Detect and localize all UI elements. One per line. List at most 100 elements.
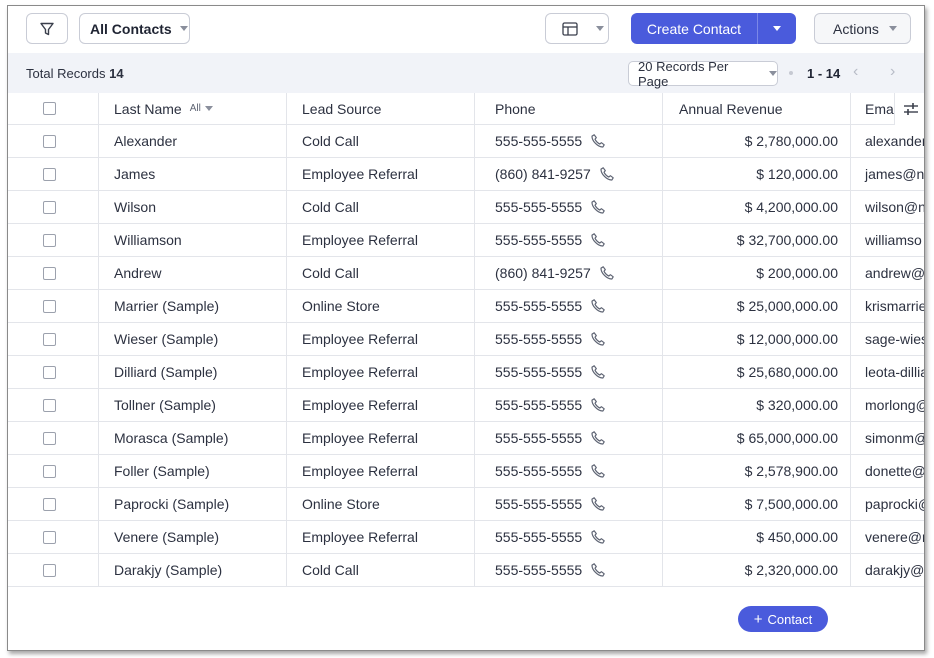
layout-button[interactable] xyxy=(545,13,609,44)
email-cell[interactable]: alexander xyxy=(851,125,924,157)
last-name-cell[interactable]: Williamson xyxy=(99,224,287,256)
email-cell[interactable]: andrew@ xyxy=(851,257,924,289)
last-name-cell[interactable]: Wilson xyxy=(99,191,287,223)
column-header-last-name[interactable]: Last Name All xyxy=(99,93,287,124)
phone-icon[interactable] xyxy=(590,133,606,149)
phone-icon[interactable] xyxy=(590,529,606,545)
table-row[interactable]: James Employee Referral (860) 841-9257 $ 12… xyxy=(8,158,924,191)
table-row[interactable]: Morasca (Sample) Employee Referral 555-555… xyxy=(8,422,924,455)
last-name-cell[interactable]: Wieser (Sample) xyxy=(99,323,287,355)
column-header-lead-source[interactable]: Lead Source xyxy=(287,93,475,124)
row-checkbox[interactable] xyxy=(43,464,56,478)
row-check-cell xyxy=(8,521,99,553)
row-checkbox[interactable] xyxy=(43,167,56,181)
phone-icon[interactable] xyxy=(590,562,606,578)
last-name-cell[interactable]: Paprocki (Sample) xyxy=(99,488,287,520)
email-cell[interactable]: wilson@n xyxy=(851,191,924,223)
email-cell[interactable]: krismarrie xyxy=(851,290,924,322)
phone-cell: 555-555-5555 xyxy=(475,488,663,520)
create-contact-dropdown[interactable] xyxy=(758,13,796,44)
row-checkbox[interactable] xyxy=(43,233,56,247)
row-checkbox[interactable] xyxy=(43,200,56,214)
row-checkbox[interactable] xyxy=(43,365,56,379)
row-checkbox[interactable] xyxy=(43,299,56,313)
table-row[interactable]: Williamson Employee Referral 555-555-5555 $… xyxy=(8,224,924,257)
table-row[interactable]: Marrier (Sample) Online Store 555-555-5555… xyxy=(8,290,924,323)
row-checkbox[interactable] xyxy=(43,497,56,511)
email-cell[interactable]: donette@ xyxy=(851,455,924,487)
email-value: darakjy@ xyxy=(865,562,925,578)
phone-icon[interactable] xyxy=(590,430,606,446)
table-row[interactable]: Foller (Sample) Employee Referral 555-555-… xyxy=(8,455,924,488)
last-name-cell[interactable]: Morasca (Sample) xyxy=(99,422,287,454)
phone-icon[interactable] xyxy=(590,298,606,314)
phone-icon[interactable] xyxy=(590,397,606,413)
email-cell[interactable]: leota-dillia xyxy=(851,356,924,388)
column-header-phone[interactable]: Phone xyxy=(475,93,663,124)
last-name-cell[interactable]: James xyxy=(99,158,287,190)
create-contact-button[interactable]: Create Contact xyxy=(631,13,758,44)
table-row[interactable]: Venere (Sample) Employee Referral 555-555-… xyxy=(8,521,924,554)
column-header-annual-revenue[interactable]: Annual Revenue xyxy=(663,93,851,124)
phone-icon[interactable] xyxy=(590,199,606,215)
email-cell[interactable]: james@n xyxy=(851,158,924,190)
email-cell[interactable]: paprocki@ xyxy=(851,488,924,520)
lead-source-cell: Online Store xyxy=(287,488,475,520)
table-row[interactable]: Wilson Cold Call 555-555-5555 $ 4,200,000.0… xyxy=(8,191,924,224)
row-checkbox[interactable] xyxy=(43,398,56,412)
phone-icon[interactable] xyxy=(599,265,615,281)
email-cell[interactable]: simonm@ xyxy=(851,422,924,454)
next-page-button[interactable]: › xyxy=(890,63,896,80)
table-row[interactable]: Alexander Cold Call 555-555-5555 $ 2,780,00… xyxy=(8,125,924,158)
row-checkbox[interactable] xyxy=(43,134,56,148)
phone-icon[interactable] xyxy=(599,166,615,182)
column-header-email[interactable]: Ema xyxy=(851,93,924,124)
phone-value: 555-555-5555 xyxy=(495,298,583,314)
email-cell[interactable]: williamso xyxy=(851,224,924,256)
select-all-checkbox[interactable] xyxy=(43,102,56,115)
table-row[interactable]: Andrew Cold Call (860) 841-9257 $ 200,000.0… xyxy=(8,257,924,290)
row-checkbox[interactable] xyxy=(43,266,56,280)
column-settings-button[interactable] xyxy=(894,93,924,125)
table-row[interactable]: Tollner (Sample) Employee Referral 555-555… xyxy=(8,389,925,422)
phone-icon[interactable] xyxy=(590,232,606,248)
last-name-cell[interactable]: Foller (Sample) xyxy=(99,455,287,487)
records-per-page-select[interactable]: 20 Records Per Page xyxy=(628,59,778,89)
email-cell[interactable]: venere@r xyxy=(851,521,924,553)
phone-icon[interactable] xyxy=(590,364,606,380)
actions-button[interactable]: Actions xyxy=(814,13,911,44)
add-contact-button[interactable]: + Contact xyxy=(738,606,828,632)
last-name-filter[interactable]: All xyxy=(190,103,213,114)
filter-button[interactable] xyxy=(26,13,68,44)
last-name-cell[interactable]: Dilliard (Sample) xyxy=(99,356,287,388)
table-row[interactable]: Dilliard (Sample) Employee Referral 555-55… xyxy=(8,356,924,389)
row-checkbox[interactable] xyxy=(43,563,56,577)
row-checkbox[interactable] xyxy=(43,332,56,346)
table-row[interactable]: Darakjy (Sample) Cold Call 555-555-5555 $ 2… xyxy=(8,554,925,587)
email-cell[interactable]: sage-wies xyxy=(851,323,924,355)
table-row[interactable]: Paprocki (Sample) Online Store 555-555-555… xyxy=(8,488,924,521)
row-check-cell xyxy=(8,356,99,388)
row-checkbox[interactable] xyxy=(43,431,56,445)
last-name-cell[interactable]: Darakjy (Sample) xyxy=(99,554,287,586)
last-name-cell[interactable]: Venere (Sample) xyxy=(99,521,287,553)
view-selector[interactable]: All Contacts xyxy=(79,13,190,44)
annual-revenue-cell: $ 4,200,000.00 xyxy=(663,191,851,223)
last-name-cell[interactable]: Andrew xyxy=(99,257,287,289)
last-name-cell[interactable]: Alexander xyxy=(99,125,287,157)
phone-icon[interactable] xyxy=(590,496,606,512)
row-checkbox[interactable] xyxy=(43,530,56,544)
email-value: morlong@ xyxy=(865,397,925,413)
view-selector-label: All Contacts xyxy=(90,20,172,37)
email-cell[interactable]: darakjy@ xyxy=(851,554,925,586)
email-cell[interactable]: morlong@ xyxy=(851,389,925,421)
lead-source-cell: Employee Referral xyxy=(287,158,475,190)
last-name-value: Andrew xyxy=(114,265,162,281)
lead-source-cell: Cold Call xyxy=(287,191,475,223)
previous-page-button[interactable]: ‹ xyxy=(853,63,859,80)
phone-icon[interactable] xyxy=(590,331,606,347)
last-name-cell[interactable]: Tollner (Sample) xyxy=(99,389,287,421)
table-row[interactable]: Wieser (Sample) Employee Referral 555-555-… xyxy=(8,323,924,356)
phone-icon[interactable] xyxy=(590,463,606,479)
last-name-cell[interactable]: Marrier (Sample) xyxy=(99,290,287,322)
